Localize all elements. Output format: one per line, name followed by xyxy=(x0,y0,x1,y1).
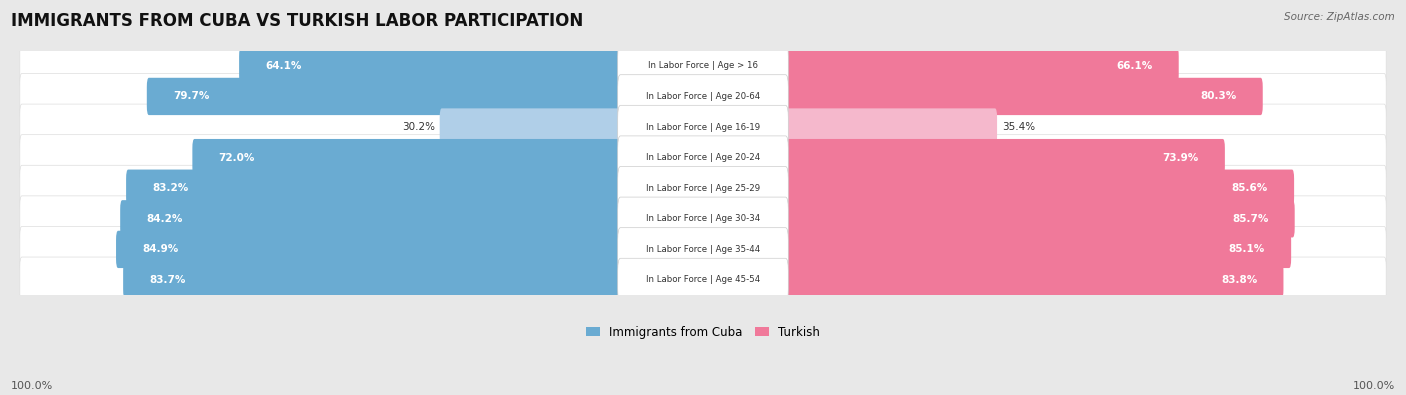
Text: 79.7%: 79.7% xyxy=(173,91,209,102)
FancyBboxPatch shape xyxy=(783,231,1291,268)
Text: 100.0%: 100.0% xyxy=(11,381,53,391)
FancyBboxPatch shape xyxy=(617,167,789,210)
FancyBboxPatch shape xyxy=(617,258,789,302)
FancyBboxPatch shape xyxy=(783,108,997,146)
FancyBboxPatch shape xyxy=(20,104,1386,150)
Text: 83.8%: 83.8% xyxy=(1220,275,1257,285)
FancyBboxPatch shape xyxy=(20,165,1386,211)
FancyBboxPatch shape xyxy=(783,169,1294,207)
FancyBboxPatch shape xyxy=(20,257,1386,303)
Text: 80.3%: 80.3% xyxy=(1201,91,1237,102)
FancyBboxPatch shape xyxy=(440,108,623,146)
FancyBboxPatch shape xyxy=(617,105,789,149)
Text: 84.2%: 84.2% xyxy=(146,214,183,224)
Text: 83.7%: 83.7% xyxy=(149,275,186,285)
Text: 30.2%: 30.2% xyxy=(402,122,434,132)
FancyBboxPatch shape xyxy=(20,43,1386,89)
FancyBboxPatch shape xyxy=(20,73,1386,119)
Text: In Labor Force | Age 20-64: In Labor Force | Age 20-64 xyxy=(645,92,761,101)
FancyBboxPatch shape xyxy=(20,135,1386,181)
Text: In Labor Force | Age > 16: In Labor Force | Age > 16 xyxy=(648,61,758,70)
Text: In Labor Force | Age 16-19: In Labor Force | Age 16-19 xyxy=(645,122,761,132)
Text: In Labor Force | Age 35-44: In Labor Force | Age 35-44 xyxy=(645,245,761,254)
FancyBboxPatch shape xyxy=(617,75,789,118)
Text: In Labor Force | Age 45-54: In Labor Force | Age 45-54 xyxy=(645,275,761,284)
Legend: Immigrants from Cuba, Turkish: Immigrants from Cuba, Turkish xyxy=(581,321,825,343)
Text: 85.7%: 85.7% xyxy=(1232,214,1268,224)
Text: In Labor Force | Age 20-24: In Labor Force | Age 20-24 xyxy=(645,153,761,162)
FancyBboxPatch shape xyxy=(783,261,1284,299)
FancyBboxPatch shape xyxy=(783,47,1178,85)
Text: In Labor Force | Age 25-29: In Labor Force | Age 25-29 xyxy=(645,184,761,193)
Text: 100.0%: 100.0% xyxy=(1353,381,1395,391)
FancyBboxPatch shape xyxy=(783,139,1225,176)
Text: IMMIGRANTS FROM CUBA VS TURKISH LABOR PARTICIPATION: IMMIGRANTS FROM CUBA VS TURKISH LABOR PA… xyxy=(11,12,583,30)
Text: 73.9%: 73.9% xyxy=(1163,152,1199,163)
Text: 66.1%: 66.1% xyxy=(1116,61,1153,71)
FancyBboxPatch shape xyxy=(193,139,623,176)
FancyBboxPatch shape xyxy=(617,197,789,241)
FancyBboxPatch shape xyxy=(146,78,623,115)
FancyBboxPatch shape xyxy=(127,169,623,207)
Text: 84.9%: 84.9% xyxy=(142,245,179,254)
Text: 35.4%: 35.4% xyxy=(1002,122,1035,132)
FancyBboxPatch shape xyxy=(120,200,623,237)
FancyBboxPatch shape xyxy=(20,196,1386,242)
Text: Source: ZipAtlas.com: Source: ZipAtlas.com xyxy=(1284,12,1395,22)
Text: In Labor Force | Age 30-34: In Labor Force | Age 30-34 xyxy=(645,214,761,223)
FancyBboxPatch shape xyxy=(20,226,1386,272)
Text: 64.1%: 64.1% xyxy=(266,61,302,71)
Text: 83.2%: 83.2% xyxy=(152,183,188,193)
Text: 85.1%: 85.1% xyxy=(1229,245,1265,254)
FancyBboxPatch shape xyxy=(617,228,789,271)
FancyBboxPatch shape xyxy=(239,47,623,85)
FancyBboxPatch shape xyxy=(783,78,1263,115)
FancyBboxPatch shape xyxy=(617,136,789,179)
FancyBboxPatch shape xyxy=(783,200,1295,237)
Text: 85.6%: 85.6% xyxy=(1232,183,1268,193)
FancyBboxPatch shape xyxy=(124,261,623,299)
FancyBboxPatch shape xyxy=(117,231,623,268)
FancyBboxPatch shape xyxy=(617,44,789,88)
Text: 72.0%: 72.0% xyxy=(218,152,254,163)
